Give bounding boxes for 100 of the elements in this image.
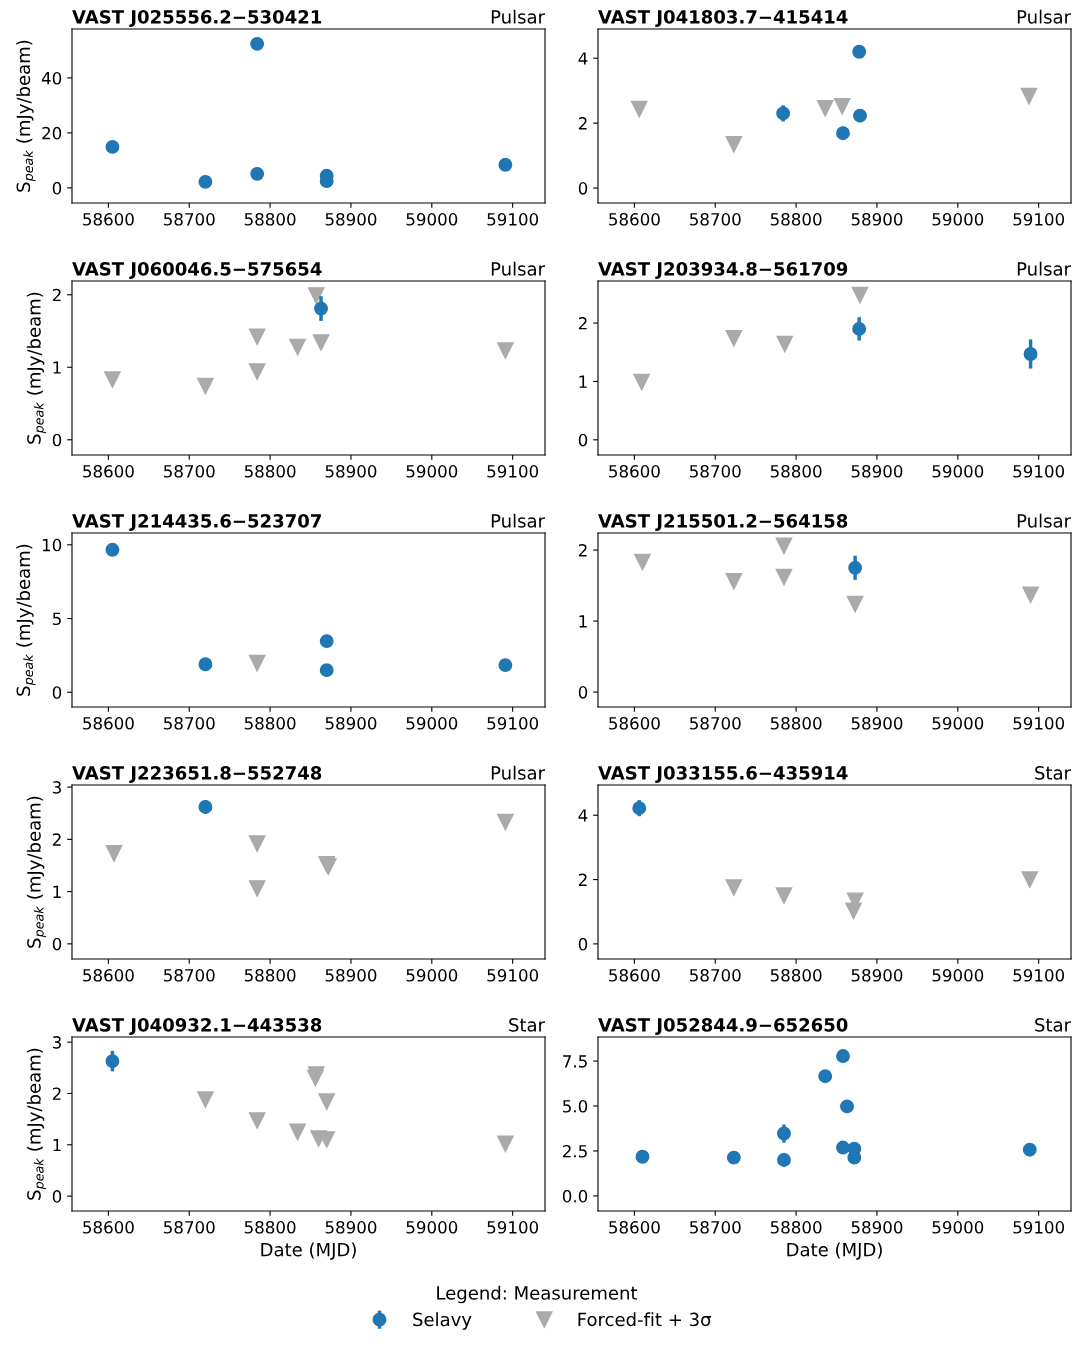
x-tick-label: 59000	[406, 969, 458, 982]
y-axis-title: S$_{peak}$ (mJy/beam)	[26, 796, 47, 948]
x-tick-label: 59000	[932, 1221, 984, 1234]
x-tick-label: 59100	[487, 717, 539, 730]
y-tick-label: 5.0	[563, 1099, 588, 1113]
x-tick-label: 59100	[1013, 465, 1065, 478]
x-tick-label: 59000	[932, 213, 984, 226]
y-tick-label: 2	[578, 117, 587, 130]
x-tick-label: 58900	[325, 1221, 377, 1234]
x-tick-label: 58900	[851, 969, 903, 982]
y-tick-label: 1	[53, 885, 61, 898]
y-tick-label: 2	[52, 833, 61, 846]
x-tick-label: 58700	[690, 213, 741, 226]
x-tick-label: 58600	[83, 717, 134, 730]
x-tick-label: 58800	[770, 213, 822, 226]
y-axis-title: S$_{peak}$ (mJy/beam)	[26, 292, 47, 444]
y-tick-label: 0	[52, 433, 62, 447]
x-tick-label: 59000	[406, 1221, 458, 1234]
y-tick-label: 1	[579, 375, 587, 388]
y-tick-label: 1	[53, 361, 61, 374]
chart-subtitle: Pulsar	[491, 9, 545, 24]
y-tick-label: 1	[579, 615, 587, 628]
x-tick-label: 58900	[851, 1221, 903, 1234]
x-tick-label: 58700	[690, 717, 741, 730]
y-tick-label: 2	[52, 1087, 61, 1100]
x-tick-label: 58800	[244, 1221, 296, 1234]
chart-subtitle: Star	[1035, 1018, 1071, 1032]
x-tick-label: 58900	[325, 213, 377, 226]
y-tick-label: 40	[41, 71, 62, 85]
y-axis-title: S$_{peak}$ (mJy/beam)	[16, 40, 36, 192]
chart-subtitle: Pulsar	[1017, 9, 1071, 24]
x-tick-label: 58600	[83, 213, 134, 226]
y-tick-label: 0	[52, 937, 62, 951]
legend-label: Selavy	[413, 1312, 472, 1330]
y-tick-label: 4	[578, 809, 588, 822]
x-tick-label: 58600	[83, 969, 134, 982]
x-tick-label: 58900	[325, 969, 377, 982]
y-tick-label: 2	[578, 317, 587, 330]
y-tick-label: 0	[578, 937, 588, 951]
y-tick-label: 3	[52, 1036, 61, 1049]
x-tick-label: 58700	[690, 465, 741, 478]
y-tick-label: 2	[578, 544, 587, 557]
legend-label: Forced-fit + 3σ	[578, 1312, 712, 1327]
x-tick-label: 59100	[1013, 213, 1065, 226]
y-tick-label: 0	[52, 686, 62, 699]
x-tick-label: 58800	[770, 1221, 822, 1234]
y-tick-label: 0	[578, 182, 588, 195]
x-tick-label: 58900	[851, 465, 903, 478]
y-tick-label: 1	[53, 1138, 61, 1152]
x-tick-label: 58600	[609, 969, 660, 982]
y-tick-label: 0	[578, 686, 588, 699]
y-tick-label: 5	[52, 612, 61, 626]
x-tick-label: 59100	[487, 465, 539, 478]
chart-title: VAST J203934.8−561709	[598, 262, 848, 280]
x-tick-label: 58600	[83, 1221, 134, 1234]
chart-subtitle: Pulsar	[1017, 513, 1071, 528]
x-axis-title: Date (MJD)	[261, 1242, 356, 1260]
x-tick-label: 59100	[1013, 969, 1065, 982]
y-tick-label: 0	[52, 1190, 62, 1203]
chart-title: VAST J041803.7−415414	[598, 10, 848, 28]
chart-title: VAST J033155.6−435914	[598, 766, 848, 784]
x-tick-label: 58700	[164, 969, 215, 982]
x-tick-label: 59100	[487, 969, 539, 982]
x-axis-title: Date (MJD)	[787, 1242, 882, 1260]
x-tick-label: 59000	[406, 717, 458, 730]
y-tick-label: 2	[578, 873, 587, 886]
x-tick-label: 58700	[690, 1221, 741, 1234]
y-tick-label: 3	[52, 781, 61, 794]
x-tick-label: 58900	[325, 717, 377, 730]
y-tick-label: 20	[42, 126, 62, 140]
y-tick-label: 2	[52, 288, 61, 302]
y-tick-label: 4	[578, 52, 588, 65]
y-tick-label: 7.5	[563, 1055, 587, 1068]
chart-subtitle: Pulsar	[1017, 261, 1071, 276]
x-tick-label: 58600	[609, 717, 660, 730]
x-tick-label: 59100	[487, 1221, 539, 1234]
x-tick-label: 58800	[770, 465, 822, 478]
x-tick-label: 58600	[609, 213, 660, 226]
chart-subtitle: Pulsar	[491, 513, 545, 528]
x-tick-label: 58700	[690, 969, 741, 982]
x-tick-label: 58600	[609, 1221, 660, 1234]
x-tick-label: 58800	[770, 717, 822, 730]
x-tick-label: 58800	[244, 969, 296, 982]
x-tick-label: 59000	[406, 213, 458, 226]
x-tick-label: 58700	[164, 717, 215, 730]
y-tick-label: 0	[578, 433, 588, 447]
x-tick-label: 58700	[164, 213, 215, 226]
y-axis-title: S$_{peak}$ (mJy/beam)	[26, 1048, 47, 1200]
x-tick-label: 58800	[244, 717, 296, 730]
chart-subtitle: Pulsar	[491, 765, 545, 780]
x-tick-label: 58600	[83, 465, 134, 478]
x-tick-label: 59100	[1013, 1221, 1065, 1234]
x-tick-label: 59000	[406, 465, 458, 478]
legend-title: Legend: Measurement	[437, 1285, 638, 1304]
x-tick-label: 59100	[487, 213, 539, 226]
chart-title: VAST J223651.8−552748	[72, 766, 322, 784]
chart-subtitle: Star	[1035, 766, 1071, 780]
x-tick-label: 59000	[932, 717, 984, 730]
chart-title: VAST J060046.5−575654	[72, 262, 322, 280]
x-tick-label: 58800	[244, 213, 296, 226]
